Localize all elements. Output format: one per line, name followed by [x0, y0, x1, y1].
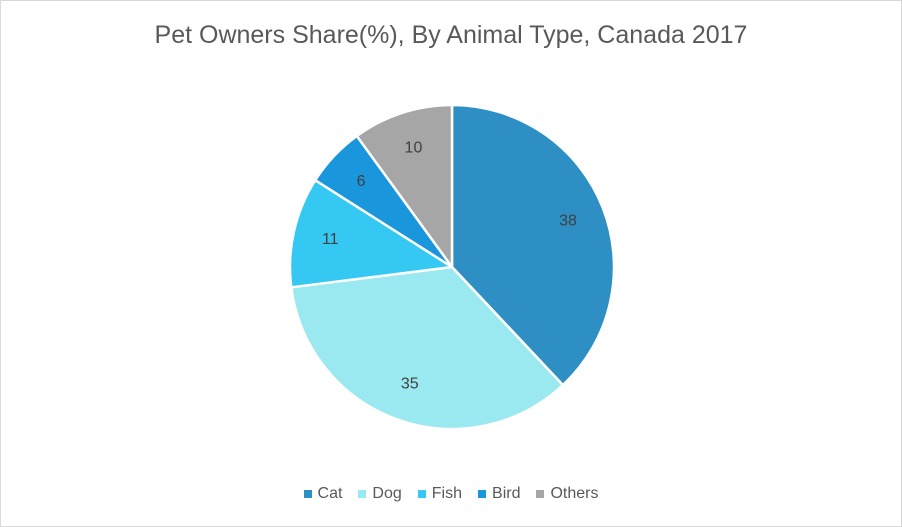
- data-label-bird: 6: [357, 173, 366, 190]
- pie-slice-fish: [288, 178, 454, 289]
- data-label-dog: 35: [401, 376, 419, 393]
- legend-item-bird: Bird: [478, 485, 520, 503]
- legend-item-fish: Fish: [417, 485, 463, 503]
- pie-slice-cat: [450, 103, 616, 387]
- pie-slice-others: [355, 103, 454, 269]
- legend-label-cat: Cat: [317, 485, 343, 502]
- legend-label-fish: Fish: [431, 485, 463, 502]
- legend-swatch-bird: [478, 490, 487, 498]
- legend-label-dog: Dog: [372, 485, 402, 502]
- data-label-others: 10: [405, 140, 423, 157]
- legend-item-others: Others: [536, 485, 598, 503]
- legend-item-dog: Dog: [358, 485, 402, 503]
- legend-swatch-fish: [417, 490, 426, 498]
- legend-swatch-cat: [303, 490, 312, 498]
- data-label-fish: 11: [322, 231, 339, 248]
- legend: Cat Dog Fish Bird Others: [1, 485, 901, 503]
- pie-slice-dog: [290, 265, 565, 431]
- legend-swatch-others: [536, 490, 545, 498]
- data-label-cat: 38: [559, 212, 577, 229]
- legend-swatch-dog: [358, 490, 367, 498]
- legend-label-others: Others: [550, 485, 599, 502]
- legend-label-bird: Bird: [492, 485, 521, 502]
- chart-title: Pet Owners Share(%), By Animal Type, Can…: [154, 21, 748, 49]
- legend-item-cat: Cat: [303, 485, 343, 503]
